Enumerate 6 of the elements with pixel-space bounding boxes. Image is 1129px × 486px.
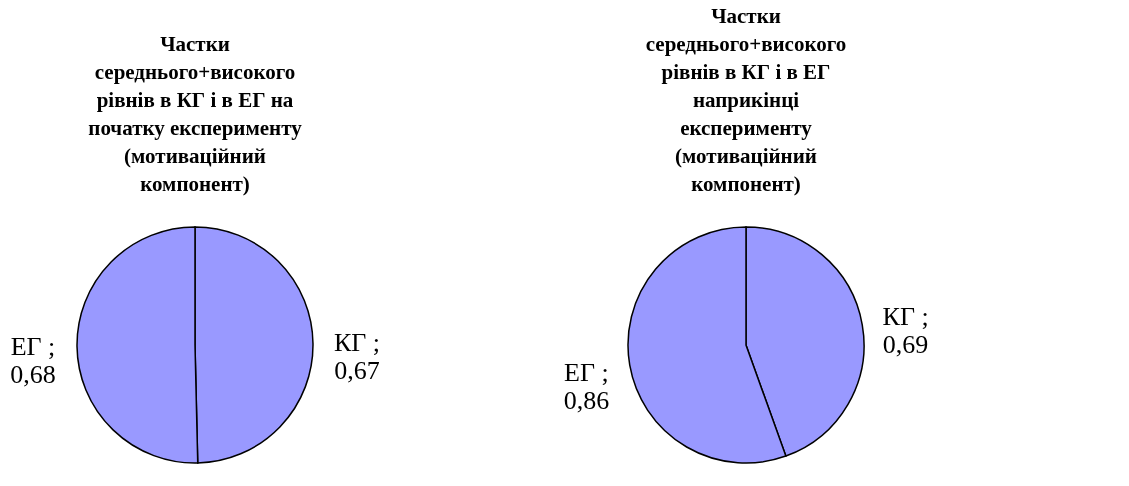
- slice-label: ЕГ ; 0,86: [563, 357, 610, 415]
- slice-label: ЕГ ; 0,68: [10, 331, 56, 389]
- chart-title: Частки середнього+високого рівнів в КГ і в ЕГ наприкінці експерименту (мотиваційний компонент): [645, 4, 847, 196]
- slice-label: КГ ; 0,67: [333, 328, 381, 386]
- chart-title: Частки середнього+високого рівнів в КГ і в ЕГ на початку експерименту (мотиваційний компонент): [88, 32, 303, 196]
- slice-label: КГ ; 0,69: [882, 302, 929, 360]
